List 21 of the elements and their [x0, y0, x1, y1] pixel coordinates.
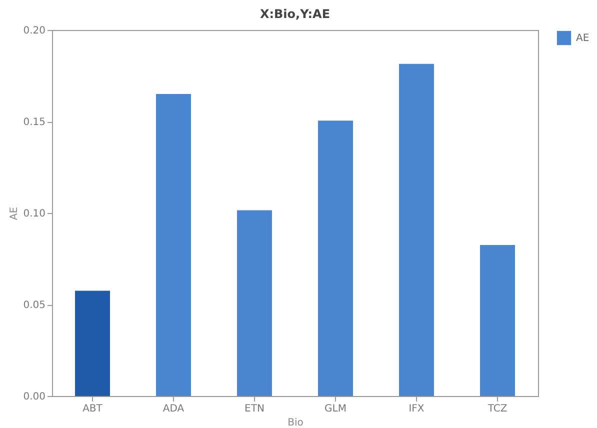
x-tick-label: ADA — [162, 404, 184, 414]
x-tick-label: GLM — [324, 404, 346, 414]
bar — [75, 290, 110, 396]
y-axis-title: AE — [9, 206, 20, 220]
x-tick-label: ABT — [82, 404, 104, 414]
legend-label: AE — [576, 33, 590, 44]
bar — [156, 94, 191, 396]
x-tick-label: ETN — [244, 404, 264, 414]
chart-title: X:Bio,Y:AE — [260, 7, 330, 21]
y-tick-label: 0.10 — [23, 208, 46, 220]
bar — [480, 245, 515, 396]
y-tick-label: 0.00 — [23, 392, 46, 402]
x-tick-label: IFX — [408, 404, 424, 414]
bar — [237, 210, 272, 396]
y-tick-label: 0.15 — [23, 117, 46, 128]
y-tick-label: 0.05 — [23, 300, 46, 311]
y-tick-label: 0.20 — [23, 26, 46, 36]
x-axis-title: Bio — [288, 418, 304, 428]
bar — [399, 64, 434, 396]
bar — [318, 120, 353, 396]
x-tick-label: TCZ — [486, 404, 508, 414]
